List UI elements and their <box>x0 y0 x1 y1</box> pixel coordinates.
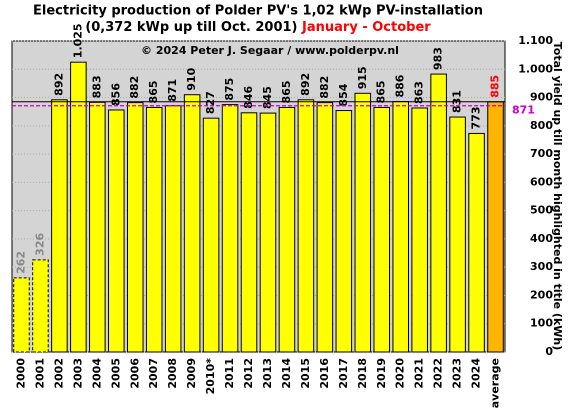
x-tick-label: 2007 <box>147 358 160 389</box>
bar <box>449 116 466 353</box>
x-tick-label: 2010* <box>204 358 217 395</box>
y-tick-label: 600 <box>530 175 553 188</box>
x-tick-label: 2000 <box>14 358 27 389</box>
x-tick-label: 2005 <box>109 358 122 389</box>
value-label: 856 <box>109 83 122 106</box>
value-label: 846 <box>242 86 255 109</box>
x-tick-label: 2009 <box>185 358 198 389</box>
y-tick-label: 0 <box>545 345 553 358</box>
bar <box>202 117 220 353</box>
y-tick-label: 300 <box>530 260 553 273</box>
bar <box>373 106 391 353</box>
value-label: 845 <box>261 86 274 109</box>
y-axis-label: Total yield up till month highlighted in… <box>551 42 564 351</box>
value-label: 865 <box>375 80 388 103</box>
y-tick-label: 200 <box>530 288 553 301</box>
y-tick-label: 500 <box>530 204 553 217</box>
x-tick-label: 2008 <box>166 358 179 389</box>
value-label: 892 <box>299 73 312 96</box>
x-tick-label: 2017 <box>337 358 350 389</box>
bar <box>468 132 485 353</box>
value-label: 326 <box>33 233 46 256</box>
x-tick-label: 2012 <box>242 358 255 389</box>
value-label: 910 <box>185 67 198 90</box>
x-tick-label: 2016 <box>318 358 331 389</box>
bar <box>316 102 334 353</box>
chart-title: Electricity production of Polder PV's 1,… <box>33 4 483 19</box>
x-tick-label: 2019 <box>375 358 388 389</box>
value-label: 262 <box>14 251 27 274</box>
x-tick-label: 2020 <box>394 358 407 389</box>
y-tick-label: 700 <box>530 147 553 160</box>
bar <box>183 94 201 353</box>
value-label: 773 <box>470 106 483 129</box>
x-tick-label: 2022 <box>432 358 445 389</box>
x-tick-label: 2011 <box>223 358 236 389</box>
bar <box>108 109 125 353</box>
bar <box>70 61 87 353</box>
y-tick-label: 1.000 <box>518 62 553 75</box>
x-tick-label: 2023 <box>451 358 464 389</box>
x-tick-label: 2021 <box>413 358 426 389</box>
value-label: 883 <box>90 75 103 98</box>
bar <box>89 101 106 353</box>
bar <box>392 101 409 353</box>
value-label: 983 <box>432 47 445 70</box>
x-tick-label: average <box>489 358 502 408</box>
bar <box>487 101 504 353</box>
bar <box>240 112 258 353</box>
value-label: 892 <box>52 73 65 96</box>
value-label: 865 <box>147 80 160 103</box>
y-tick-label: 100 <box>530 317 553 330</box>
x-tick-label: 2013 <box>261 358 274 389</box>
x-tick-label: 2015 <box>299 358 312 389</box>
y-tick-label: 400 <box>530 232 553 245</box>
x-tick-label: 2001 <box>33 358 46 389</box>
y-tick-label: 1.100 <box>518 34 553 47</box>
bar <box>126 102 144 353</box>
bar <box>51 99 68 353</box>
bar <box>145 106 163 353</box>
x-tick-label: 2004 <box>90 358 103 389</box>
bar <box>354 92 372 353</box>
bar <box>430 73 447 353</box>
value-label: 882 <box>318 76 331 99</box>
value-label: 865 <box>280 80 293 103</box>
x-tick-label: 2003 <box>71 358 84 389</box>
value-label: 863 <box>413 81 426 104</box>
reference-label: 871 <box>512 104 535 117</box>
bar <box>221 104 239 353</box>
chart-subtitle: (0,372 kWp up till Oct. 2001) January - … <box>85 20 431 35</box>
x-tick-label: 2014 <box>280 358 293 389</box>
value-label: 875 <box>223 78 236 101</box>
bar <box>335 110 353 353</box>
x-tick-label: 2002 <box>52 358 65 389</box>
bar <box>259 112 277 353</box>
value-label: 871 <box>166 79 179 102</box>
bar <box>411 107 428 353</box>
bar <box>32 259 49 353</box>
subtitle-highlight: January - October <box>301 20 431 35</box>
value-label: 915 <box>356 66 369 89</box>
y-tick-label: 800 <box>530 119 553 132</box>
x-tick-label: 2024 <box>470 358 483 389</box>
copyright: © 2024 Peter J. Segaar / www.polderpv.nl <box>141 44 399 57</box>
value-label: 1.025 <box>71 23 84 58</box>
y-tick-label: 900 <box>530 91 553 104</box>
value-label: 882 <box>128 76 141 99</box>
bar <box>164 105 182 353</box>
bar <box>13 277 30 353</box>
value-label: 885 <box>489 75 502 98</box>
value-label: 886 <box>394 74 407 97</box>
bar <box>297 99 315 353</box>
x-tick-label: 2018 <box>356 358 369 389</box>
bar <box>278 106 296 353</box>
value-label: 827 <box>204 91 217 114</box>
x-tick-label: 2006 <box>128 358 141 389</box>
value-label: 854 <box>337 83 350 106</box>
subtitle-text: (0,372 kWp up till Oct. 2001) <box>85 20 297 35</box>
